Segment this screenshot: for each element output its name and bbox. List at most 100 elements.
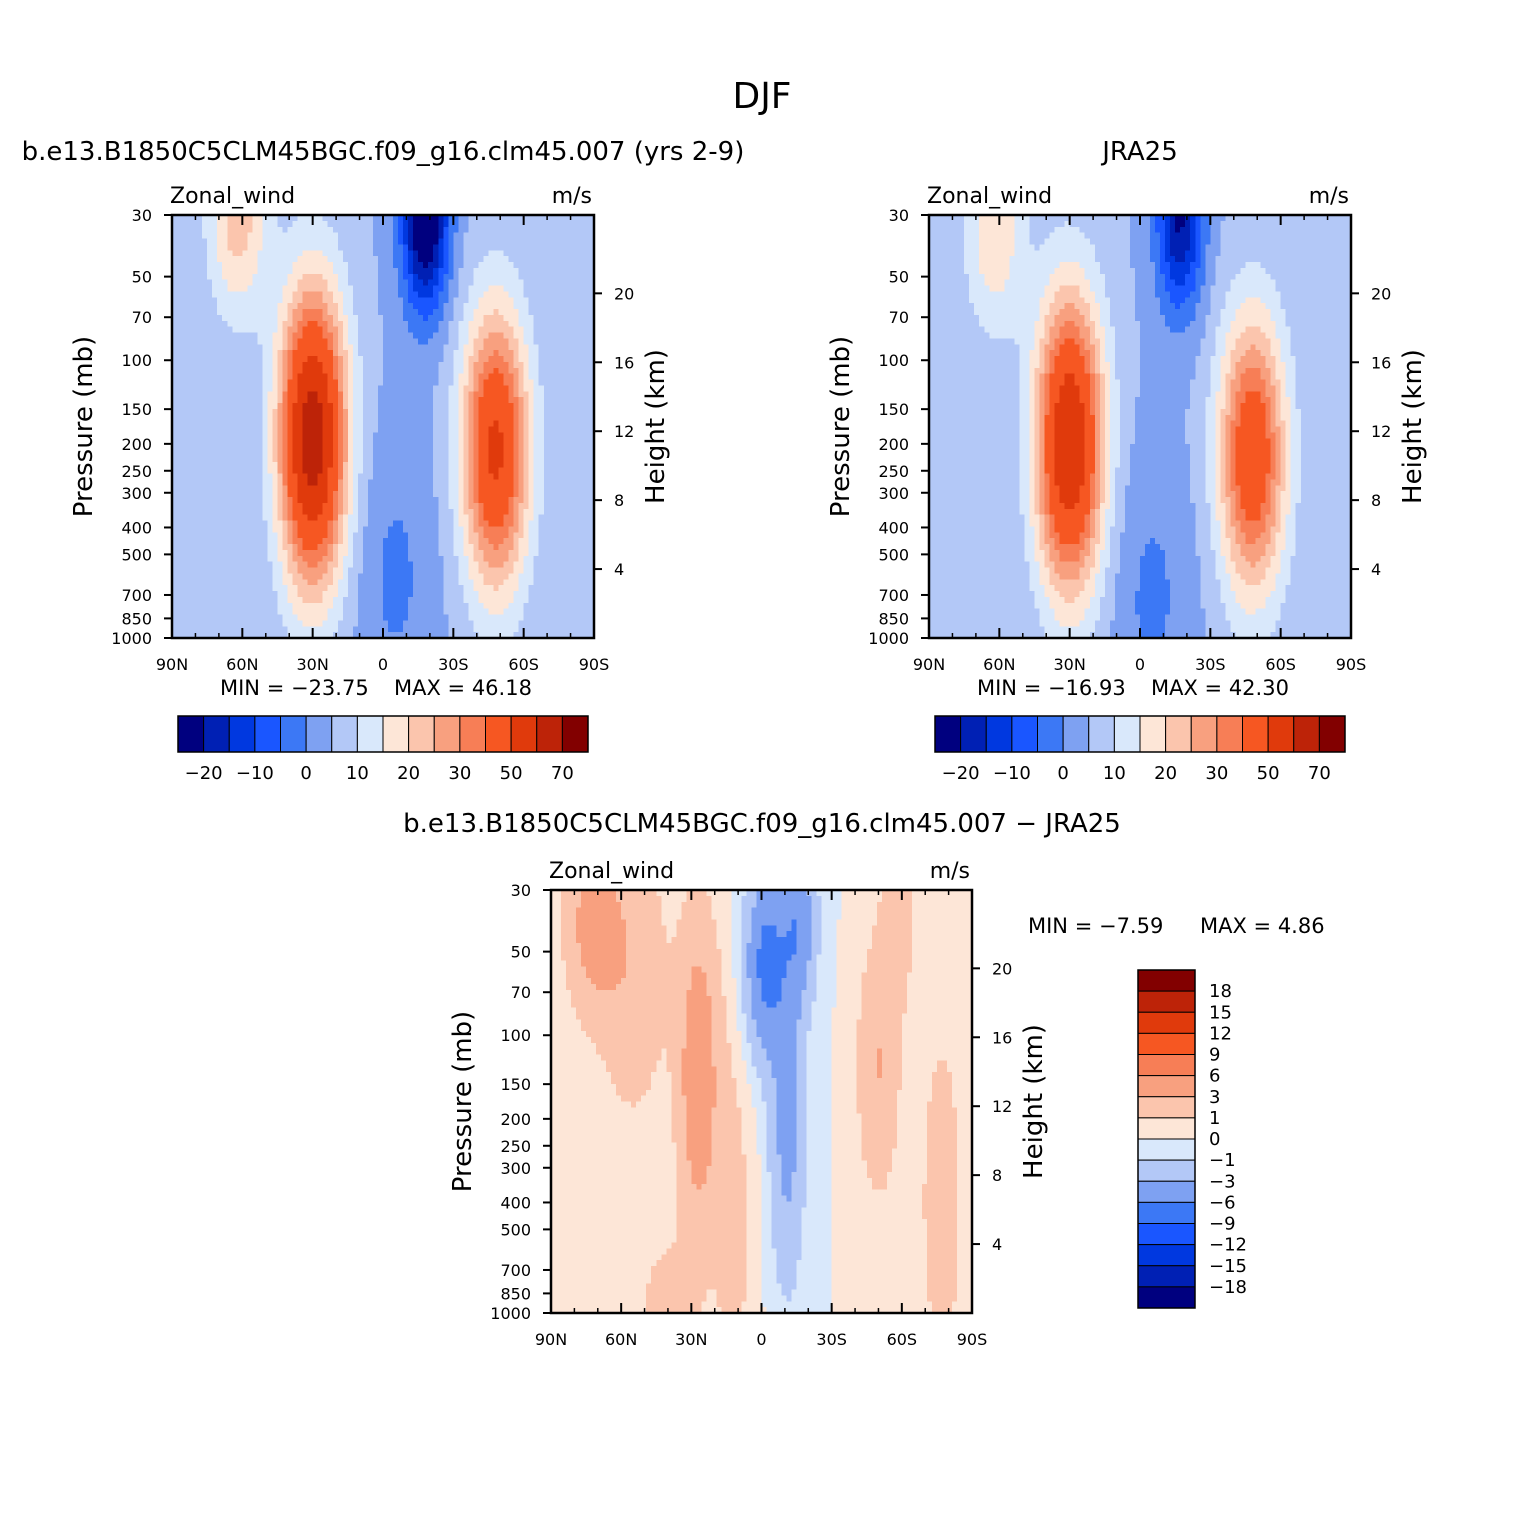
contour-cell (343, 538, 349, 544)
contour-cell (328, 474, 334, 480)
contour-cell (473, 556, 479, 562)
contour-cell (544, 362, 550, 368)
contour-cell (363, 333, 369, 339)
contour-cell (559, 421, 565, 427)
contour-cell (323, 521, 329, 527)
contour-cell (524, 315, 530, 321)
contour-cell (368, 303, 374, 309)
contour-cell (499, 374, 505, 380)
contour-cell (478, 221, 484, 227)
contour-cell (187, 491, 193, 497)
contour-cell (293, 438, 299, 444)
contour-cell (333, 462, 339, 468)
contour-cell (177, 233, 183, 239)
contour-cell (313, 556, 319, 562)
contour-cell (574, 521, 580, 527)
contour-cell (458, 385, 464, 391)
contour-cell (197, 262, 203, 268)
contour-cell (438, 409, 444, 415)
contour-cell (182, 221, 188, 227)
contour-cell (494, 291, 500, 297)
contour-cell (388, 544, 394, 550)
contour-cell (438, 291, 444, 297)
contour-cell (458, 321, 464, 327)
contour-cell (262, 485, 268, 491)
contour-cell (418, 497, 424, 503)
contour-cell (433, 550, 439, 556)
contour-cell (187, 515, 193, 521)
contour-cell (579, 427, 585, 433)
contour-cell (383, 250, 389, 256)
contour-cell (433, 297, 439, 303)
contour-cell (303, 421, 309, 427)
contour-cell (504, 303, 510, 309)
contour-cell (242, 532, 248, 538)
contour-cell (378, 321, 384, 327)
contour-cell (428, 550, 434, 556)
contour-cell (584, 297, 590, 303)
contour-cell (403, 327, 409, 333)
contour-cell (348, 550, 354, 556)
contour-cell (549, 256, 555, 262)
contour-cell (373, 327, 379, 333)
contour-cell (489, 515, 495, 521)
contour-cell (353, 403, 359, 409)
contour-cell (252, 233, 258, 239)
contour-cell (423, 544, 429, 550)
contour-cell (388, 221, 394, 227)
contour-cell (564, 456, 570, 462)
contour-cell (363, 280, 369, 286)
contour-cell (323, 497, 329, 503)
contour-cell (207, 427, 213, 433)
contour-cell (494, 526, 500, 532)
contour-cell (539, 550, 545, 556)
contour-cell (483, 532, 489, 538)
contour-cell (232, 526, 238, 532)
contour-cell (483, 303, 489, 309)
contour-cell (428, 338, 434, 344)
contour-cell (549, 374, 555, 380)
contour-cell (222, 385, 228, 391)
contour-cell (494, 474, 500, 480)
contour-cell (373, 268, 379, 274)
contour-cell (569, 256, 575, 262)
contour-cell (303, 262, 309, 268)
contour-cell (368, 509, 374, 515)
contour-cell (348, 556, 354, 562)
contour-cell (373, 491, 379, 497)
contour-cell (554, 474, 560, 480)
contour-cell (333, 338, 339, 344)
contour-cell (323, 244, 329, 250)
contour-cell (298, 491, 304, 497)
contour-cell (529, 221, 535, 227)
contour-cell (363, 432, 369, 438)
contour-cell (478, 456, 484, 462)
contour-cell (288, 344, 294, 350)
contour-cell (252, 485, 258, 491)
contour-cell (388, 391, 394, 397)
contour-cell (318, 362, 324, 368)
contour-cell (262, 239, 268, 245)
contour-cell (564, 444, 570, 450)
contour-cell (494, 280, 500, 286)
contour-cell (333, 344, 339, 350)
contour-cell (504, 250, 510, 256)
contour-cell (428, 309, 434, 315)
contour-cell (403, 362, 409, 368)
contour-cell (418, 356, 424, 362)
contour-cell (358, 315, 364, 321)
contour-cell (192, 250, 198, 256)
contour-cell (187, 391, 193, 397)
contour-cell (202, 356, 208, 362)
contour-cell (242, 380, 248, 386)
contour-cell (393, 403, 399, 409)
contour-cell (418, 450, 424, 456)
contour-cell (539, 333, 545, 339)
contour-cell (293, 432, 299, 438)
contour-cell (272, 391, 278, 397)
contour-cell (262, 344, 268, 350)
contour-cell (298, 356, 304, 362)
contour-cell (278, 362, 284, 368)
contour-cell (584, 291, 590, 297)
contour-cell (323, 450, 329, 456)
